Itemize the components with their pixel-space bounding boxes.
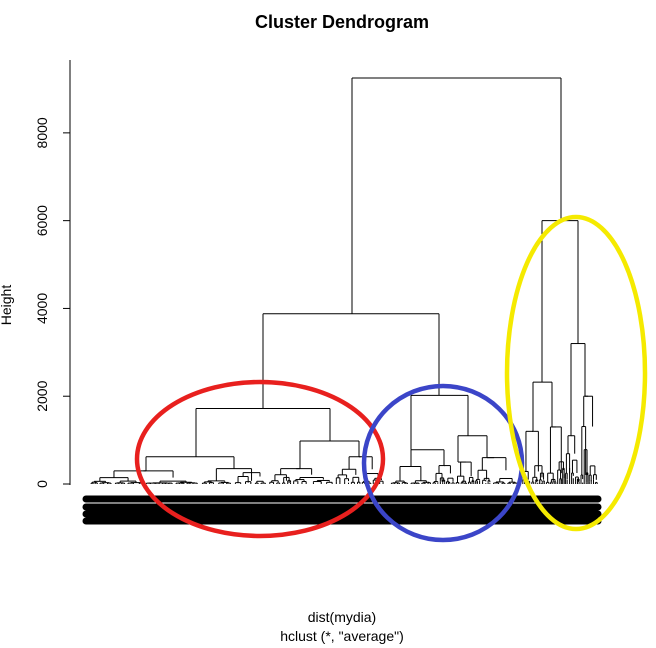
y-axis-label: Height	[0, 285, 14, 326]
y-tick-label: 2000	[34, 380, 50, 411]
blue-ellipse	[361, 383, 525, 543]
y-tick-label: 4000	[34, 293, 50, 324]
annotations	[134, 214, 648, 543]
yellow-ellipse	[504, 214, 648, 532]
dendrogram-tree	[90, 77, 598, 484]
red-ellipse	[134, 379, 386, 539]
y-tick-label: 6000	[34, 205, 50, 236]
y-tick-label: 8000	[34, 117, 50, 148]
y-axis: 0 2000 4000 6000 8000	[34, 60, 71, 488]
x-axis-label: dist(mydia)	[308, 609, 376, 625]
y-tick-label: 0	[34, 480, 50, 488]
chart-title: Cluster Dendrogram	[255, 12, 429, 32]
x-axis-sublabel: hclust (*, "average")	[280, 628, 404, 644]
